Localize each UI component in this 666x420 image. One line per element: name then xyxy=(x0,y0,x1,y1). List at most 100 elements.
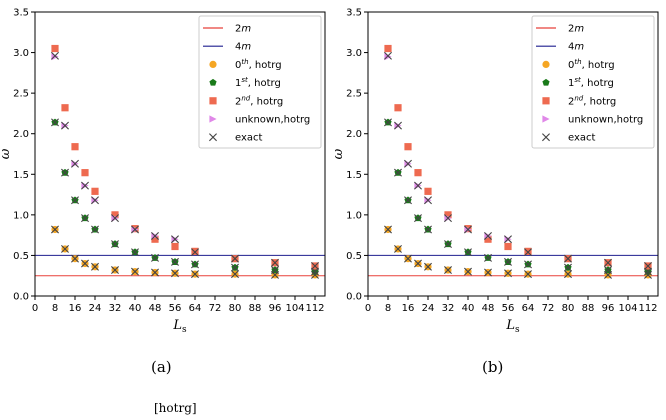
data-point xyxy=(311,267,319,276)
data-point xyxy=(131,267,139,276)
x-axis-label: Ls xyxy=(172,318,187,335)
x-tick-label: 56 xyxy=(169,303,182,314)
data-point xyxy=(61,244,69,253)
data-point xyxy=(311,270,319,279)
data-point xyxy=(151,253,159,262)
x-tick-label: 32 xyxy=(442,303,455,314)
x-axis-label: Ls xyxy=(505,318,520,335)
data-point xyxy=(414,214,422,223)
data-point xyxy=(191,270,199,279)
data-point xyxy=(111,211,119,219)
x-tick-label: 64 xyxy=(522,303,535,314)
panel-b-label: (b) xyxy=(482,358,504,376)
data-point xyxy=(91,262,99,271)
data-point xyxy=(394,121,402,130)
data-point xyxy=(504,257,512,266)
x-tick-label: 8 xyxy=(52,303,58,314)
data-point xyxy=(51,118,59,127)
y-tick-label: 0.0 xyxy=(346,292,362,303)
data-point xyxy=(91,196,99,205)
legend-marker-icon xyxy=(209,97,217,105)
data-point xyxy=(424,225,432,234)
data-point xyxy=(51,225,59,234)
data-point xyxy=(271,270,279,279)
x-tick-label: 64 xyxy=(189,303,202,314)
data-point xyxy=(404,254,412,263)
y-tick-label: 1.0 xyxy=(346,210,362,221)
data-point xyxy=(111,214,119,223)
y-tick-label: 0.5 xyxy=(13,251,29,262)
data-point xyxy=(271,258,279,267)
data-point xyxy=(464,225,472,234)
legend-marker-icon xyxy=(209,78,217,86)
data-point xyxy=(444,240,452,249)
plot-frame xyxy=(367,11,659,297)
x-tick-label: 0 xyxy=(365,303,371,314)
x-tick-label: 88 xyxy=(249,303,262,314)
x-tick-label: 32 xyxy=(109,303,122,314)
data-point xyxy=(424,262,432,271)
data-point xyxy=(171,242,179,251)
data-point xyxy=(131,225,139,234)
data-point xyxy=(384,225,392,234)
y-tick-label: 1.5 xyxy=(13,170,29,181)
data-point xyxy=(384,53,392,61)
x-tick-label: 40 xyxy=(462,303,475,314)
data-point xyxy=(444,266,452,275)
data-point xyxy=(71,159,79,168)
legend-marker-icon xyxy=(209,133,217,142)
data-point xyxy=(414,169,422,177)
caption-fragment: [hotrg] xyxy=(154,401,197,415)
data-point xyxy=(524,248,532,257)
data-point xyxy=(644,261,652,270)
y-tick-label: 2.0 xyxy=(13,129,29,140)
data-point xyxy=(81,259,89,268)
data-point xyxy=(151,231,159,240)
legend-marker-icon xyxy=(542,78,550,86)
x-tick-label: 80 xyxy=(229,303,242,314)
data-point xyxy=(484,253,492,262)
legend-entry-label: unknown,hotrg xyxy=(568,115,643,126)
x-tick-label: 56 xyxy=(502,303,515,314)
x-tick-label: 96 xyxy=(602,303,615,314)
data-point xyxy=(604,270,612,279)
x-tick-label: 16 xyxy=(69,303,82,314)
y-tick-label: 1.0 xyxy=(13,210,29,221)
y-tick-label: 0.5 xyxy=(346,251,362,262)
data-point xyxy=(61,121,69,130)
legend-entry-label: 2m xyxy=(235,24,251,35)
data-point xyxy=(61,104,69,112)
legend-entry-label: exact xyxy=(235,133,263,144)
data-point xyxy=(231,254,239,263)
legend-entry-label: unknown,hotrg xyxy=(235,115,310,126)
data-point xyxy=(191,247,199,255)
data-point xyxy=(91,187,99,195)
plot-frame xyxy=(34,11,326,297)
data-point xyxy=(644,267,652,276)
data-point xyxy=(444,211,452,219)
data-point xyxy=(71,196,79,205)
x-tick-label: 104 xyxy=(618,303,637,314)
data-point xyxy=(61,168,69,177)
data-point xyxy=(171,257,179,266)
chart-panel-b: 0 8 16 24 32 40 48 56 64 72 80 88 96 104 112 0.0 0.5 1.0 1… xyxy=(331,8,659,335)
x-tick-label: 8 xyxy=(385,303,391,314)
x-tick-label: 88 xyxy=(582,303,595,314)
y-axis-label: ω xyxy=(331,148,346,159)
x-tick-label: 48 xyxy=(149,303,162,314)
data-point xyxy=(424,187,432,195)
x-tick-label: 48 xyxy=(482,303,495,314)
data-point xyxy=(131,248,139,257)
data-point xyxy=(384,44,392,53)
data-point xyxy=(504,235,512,244)
data-point xyxy=(484,235,492,243)
legend-marker-icon xyxy=(542,60,550,68)
data-point xyxy=(414,181,422,190)
y-tick-label: 0.0 xyxy=(13,292,29,303)
data-point xyxy=(564,254,572,263)
data-point xyxy=(484,268,492,277)
legend-box xyxy=(198,15,322,149)
